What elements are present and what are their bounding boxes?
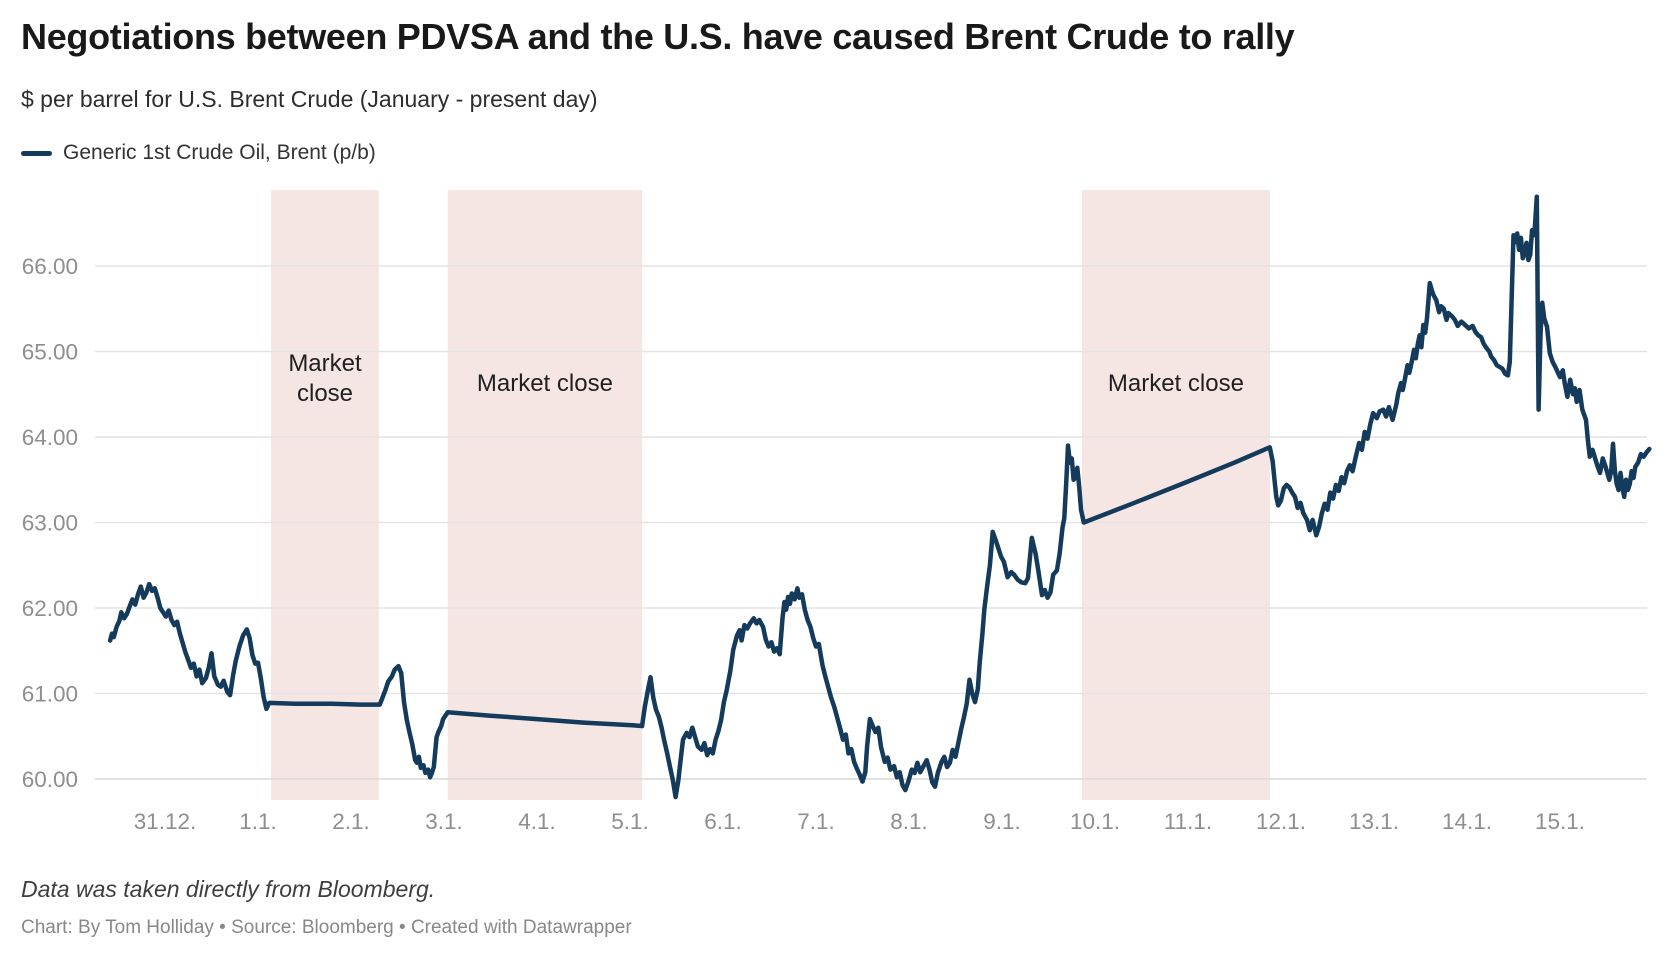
y-tick-label: 64.00 — [22, 425, 78, 450]
market-close-label: Market close — [288, 350, 362, 407]
x-tick-label: 8.1. — [890, 809, 928, 834]
footer-credits: Chart: By Tom Holliday • Source: Bloombe… — [21, 917, 632, 938]
y-tick-label: 63.00 — [22, 511, 78, 536]
market-close-label: Market close — [477, 370, 613, 397]
y-tick-label: 61.00 — [22, 682, 78, 707]
x-tick-label: 11.1. — [1164, 809, 1212, 834]
x-tick-label: 12.1. — [1256, 809, 1306, 834]
price-series — [107, 194, 1652, 800]
x-tick-label: 9.1. — [983, 809, 1021, 834]
y-axis-labels: 60.00 61.00 62.00 63.00 64.00 65.00 66.00 — [22, 254, 78, 792]
chart-title: Negotiations between PDVSA and the U.S. … — [21, 16, 1295, 57]
legend-label: Generic 1st Crude Oil, Brent (p/b) — [63, 141, 376, 164]
x-tick-label: 10.1. — [1070, 809, 1120, 834]
y-tick-label: 62.00 — [22, 596, 78, 621]
x-tick-label: 1.1. — [239, 809, 277, 834]
market-close-bands — [271, 190, 1270, 800]
market-close-band — [271, 190, 379, 800]
x-tick-label: 14.1. — [1442, 809, 1492, 834]
gridlines — [95, 265, 1647, 780]
x-tick-label: 4.1. — [518, 809, 556, 834]
market-close-band — [447, 190, 643, 800]
y-tick-label: 65.00 — [22, 340, 78, 365]
x-axis-labels: 31.12. 1.1. 2.1. 3.1. 4.1. 5.1. 6.1. 7.1. 8.1. 9.… — [134, 809, 1585, 834]
market-close-labels: Market close Market close Market close — [288, 350, 1244, 407]
price-line — [107, 194, 1652, 800]
chart-subtitle: $ per barrel for U.S. Brent Crude (Janua… — [21, 86, 598, 112]
x-tick-label: 15.1. — [1535, 809, 1585, 834]
y-tick-label: 60.00 — [22, 767, 78, 792]
market-close-band — [1082, 190, 1270, 800]
legend: Generic 1st Crude Oil, Brent (p/b) — [21, 141, 376, 165]
market-close-label: Market close — [1108, 370, 1244, 397]
x-tick-label: 5.1. — [611, 809, 649, 834]
x-tick-label: 31.12. — [134, 809, 197, 834]
x-tick-label: 6.1. — [704, 809, 742, 834]
y-tick-label: 66.00 — [22, 254, 78, 279]
x-tick-label: 13.1. — [1349, 809, 1399, 834]
line-swatch-icon — [21, 150, 52, 156]
footer-note: Data was taken directly from Bloomberg. — [21, 876, 436, 902]
x-tick-label: 7.1. — [797, 809, 835, 834]
x-tick-label: 2.1. — [332, 809, 370, 834]
x-tick-label: 3.1. — [425, 809, 463, 834]
